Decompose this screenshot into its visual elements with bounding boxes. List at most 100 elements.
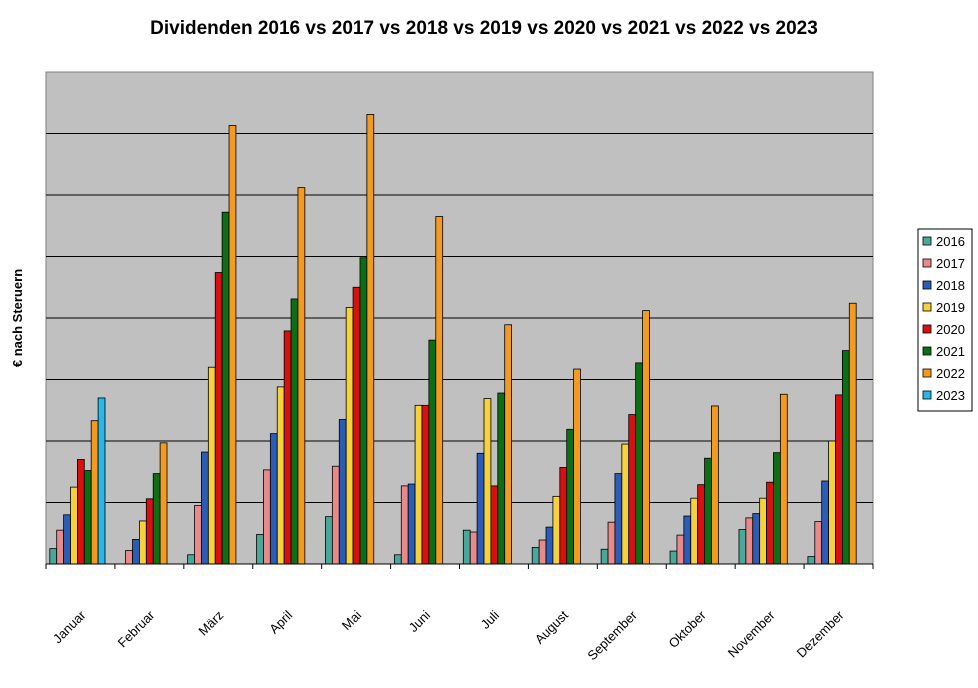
bar <box>483 398 492 565</box>
bar <box>152 473 161 565</box>
bar <box>145 498 154 565</box>
chart-title: Dividenden 2016 vs 2017 vs 2018 vs 2019 … <box>150 18 818 39</box>
bar <box>49 548 58 565</box>
bar <box>256 534 264 565</box>
bar <box>338 419 347 565</box>
legend-label: 2017 <box>936 256 965 271</box>
legend-label: 2020 <box>936 322 965 337</box>
bar <box>400 485 409 565</box>
legend-swatch <box>922 280 932 290</box>
bar <box>263 469 271 565</box>
x-tick-label: September <box>584 607 640 663</box>
bar <box>490 485 499 565</box>
bar <box>779 393 788 565</box>
x-tick-label: Juni <box>406 607 434 635</box>
legend: 2016 2017 2018 2019 2020 2021 2022 2023 <box>917 228 973 412</box>
x-tick-label: Januar <box>50 607 89 646</box>
bar <box>359 257 368 565</box>
bar <box>635 362 643 565</box>
bar <box>297 187 306 565</box>
x-tick-label: November <box>725 607 778 660</box>
bar <box>201 451 209 565</box>
legend-label: 2021 <box>936 344 965 359</box>
bar <box>269 433 278 565</box>
bar <box>545 526 554 565</box>
x-tick-label: Mai <box>339 607 364 632</box>
bar <box>352 286 361 565</box>
x-tick-label: August <box>532 607 571 646</box>
x-tick-label: Februar <box>115 607 158 650</box>
bar <box>628 414 637 565</box>
bar <box>125 550 133 565</box>
bar <box>669 550 678 565</box>
bar <box>621 443 630 565</box>
bar <box>559 467 568 565</box>
y-axis-label: € nach Steruern <box>10 269 25 367</box>
x-tick-label: März <box>195 608 226 639</box>
legend-swatch <box>922 236 932 246</box>
bar <box>538 539 547 565</box>
bar <box>435 216 444 565</box>
x-tick-label: Dezember <box>794 607 847 660</box>
bar <box>745 517 754 565</box>
bar <box>704 457 712 565</box>
bar <box>566 428 575 565</box>
bar <box>132 539 140 565</box>
bar <box>469 531 478 565</box>
bar <box>814 521 823 565</box>
bar <box>276 386 285 565</box>
bar <box>752 513 761 565</box>
bar <box>683 515 692 565</box>
bar <box>676 534 685 565</box>
bar <box>366 114 375 565</box>
bar <box>331 465 340 565</box>
legend-label: 2023 <box>936 388 965 403</box>
bar <box>773 452 781 565</box>
bar <box>600 548 609 565</box>
bar <box>290 298 299 565</box>
bar <box>70 486 78 565</box>
x-tick-label: April <box>266 607 295 636</box>
bar <box>221 211 230 565</box>
bar <box>848 302 857 565</box>
bar <box>63 514 71 565</box>
bar <box>807 556 816 565</box>
bar <box>552 495 561 565</box>
bar <box>690 497 699 565</box>
legend-swatch <box>922 346 932 356</box>
legend-swatch <box>922 368 932 378</box>
bar <box>228 125 237 565</box>
bar <box>83 470 92 565</box>
bar <box>56 529 65 565</box>
bar <box>325 516 333 565</box>
legend-label: 2018 <box>936 278 965 293</box>
x-tick-label: Juli <box>478 607 502 631</box>
bar <box>407 483 416 565</box>
bar <box>283 330 292 565</box>
bar <box>90 420 99 565</box>
bar <box>421 404 430 565</box>
legend-swatch <box>922 324 932 334</box>
bar <box>194 505 202 565</box>
bar <box>187 554 195 565</box>
bar <box>531 546 540 565</box>
bar <box>759 497 767 565</box>
bar <box>414 404 423 565</box>
bar <box>828 440 836 565</box>
bar <box>214 272 223 565</box>
bar <box>697 484 705 565</box>
bar <box>497 392 506 565</box>
bar <box>97 397 106 565</box>
bar <box>428 339 437 565</box>
bar <box>207 366 216 565</box>
bar <box>607 521 616 565</box>
bar <box>159 442 168 565</box>
legend-label: 2019 <box>936 300 965 315</box>
bar <box>711 405 719 565</box>
legend-label: 2016 <box>936 234 965 249</box>
bar <box>476 452 485 565</box>
legend-swatch <box>922 258 932 268</box>
bar <box>393 554 402 565</box>
bar <box>504 324 513 565</box>
